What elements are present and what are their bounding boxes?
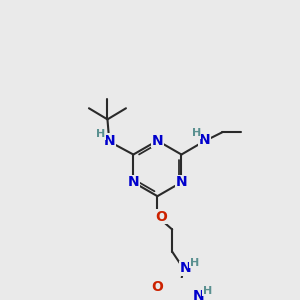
Text: N: N: [128, 175, 139, 189]
Text: N: N: [152, 134, 163, 148]
Text: N: N: [199, 133, 210, 147]
Text: N: N: [179, 261, 191, 275]
Text: H: H: [203, 286, 212, 296]
Text: N: N: [103, 134, 115, 148]
Text: O: O: [152, 280, 163, 294]
Text: N: N: [192, 289, 204, 300]
Text: H: H: [96, 129, 106, 139]
Text: H: H: [192, 128, 201, 138]
Text: O: O: [155, 209, 167, 224]
Text: N: N: [176, 175, 187, 189]
Text: H: H: [190, 258, 199, 268]
